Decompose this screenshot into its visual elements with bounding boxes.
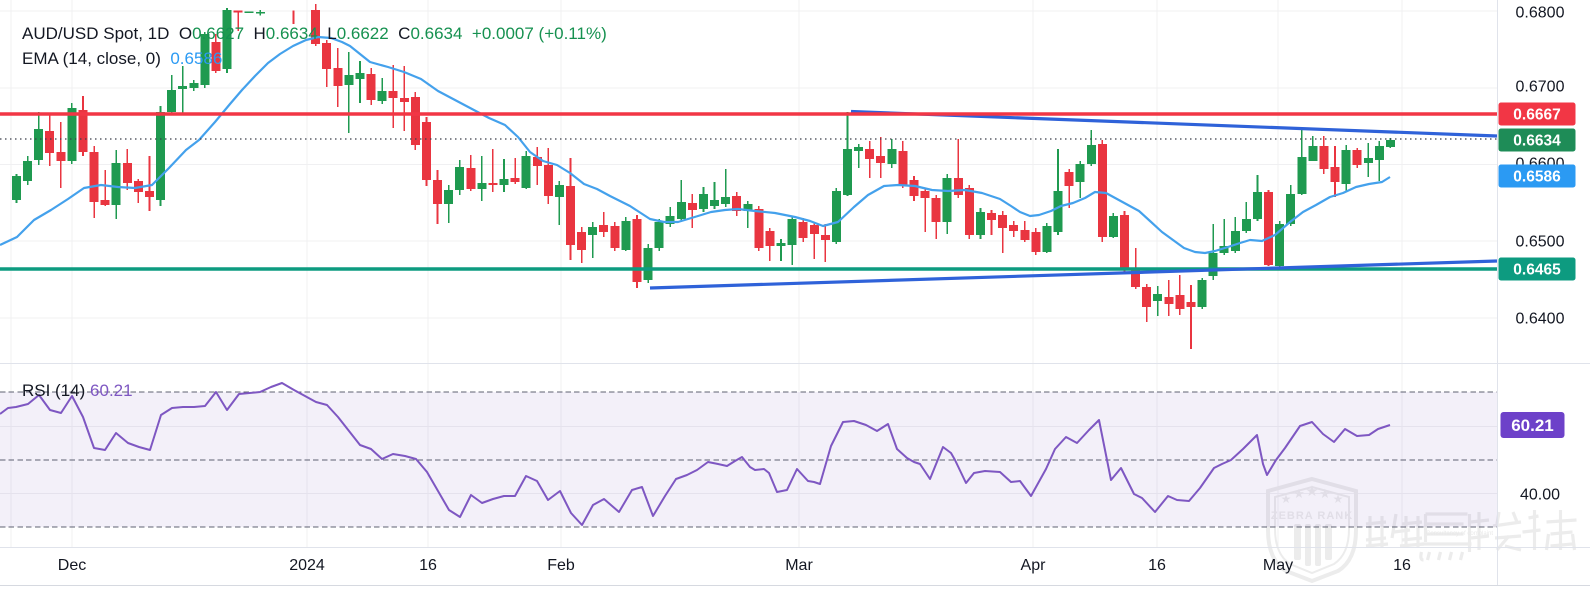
- svg-text:60.21: 60.21: [1511, 416, 1554, 435]
- svg-text:★: ★: [1333, 492, 1344, 506]
- svg-text:Dec: Dec: [58, 557, 86, 574]
- svg-text:Feb: Feb: [547, 557, 575, 574]
- svg-text:AUD/USD Spot, 1D O0.6627 H0.: AUD/USD Spot, 1D O0.6627 H0.6634 L0.6622…: [22, 24, 607, 43]
- svg-text:0.6667: 0.6667: [1513, 107, 1560, 124]
- svg-text:40.00: 40.00: [1520, 487, 1560, 504]
- svg-text:★: ★: [1319, 486, 1331, 501]
- svg-text:0.6800: 0.6800: [1516, 5, 1565, 22]
- svg-text:16: 16: [1393, 557, 1411, 574]
- svg-text:0.6465: 0.6465: [1513, 262, 1561, 279]
- svg-text:2024: 2024: [289, 557, 325, 574]
- svg-text:ZEBRA RANK: ZEBRA RANK: [1271, 510, 1353, 522]
- svg-text:EMA (14, close, 0) 0.6586: EMA (14, close, 0) 0.6586: [22, 49, 222, 68]
- svg-text:0.6500: 0.6500: [1516, 234, 1565, 251]
- svg-text:RSI (14) 60.21: RSI (14) 60.21: [22, 381, 133, 400]
- svg-text:0.6700: 0.6700: [1516, 79, 1565, 96]
- svg-text:16: 16: [419, 557, 437, 574]
- svg-text:Consultancy of complaint: Consultancy of complaint: [1426, 531, 1493, 537]
- svg-text:★: ★: [1293, 486, 1305, 501]
- svg-text:★: ★: [1305, 483, 1318, 500]
- svg-text:★: ★: [1281, 492, 1292, 506]
- svg-text:0.6586: 0.6586: [1513, 169, 1561, 186]
- svg-text:Mar: Mar: [785, 557, 813, 574]
- svg-text:0.6400: 0.6400: [1516, 311, 1565, 328]
- svg-text:Apr: Apr: [1021, 557, 1047, 574]
- svg-text:0.6634: 0.6634: [1513, 133, 1561, 150]
- svg-text:16: 16: [1148, 557, 1166, 574]
- svg-text:May: May: [1263, 557, 1293, 574]
